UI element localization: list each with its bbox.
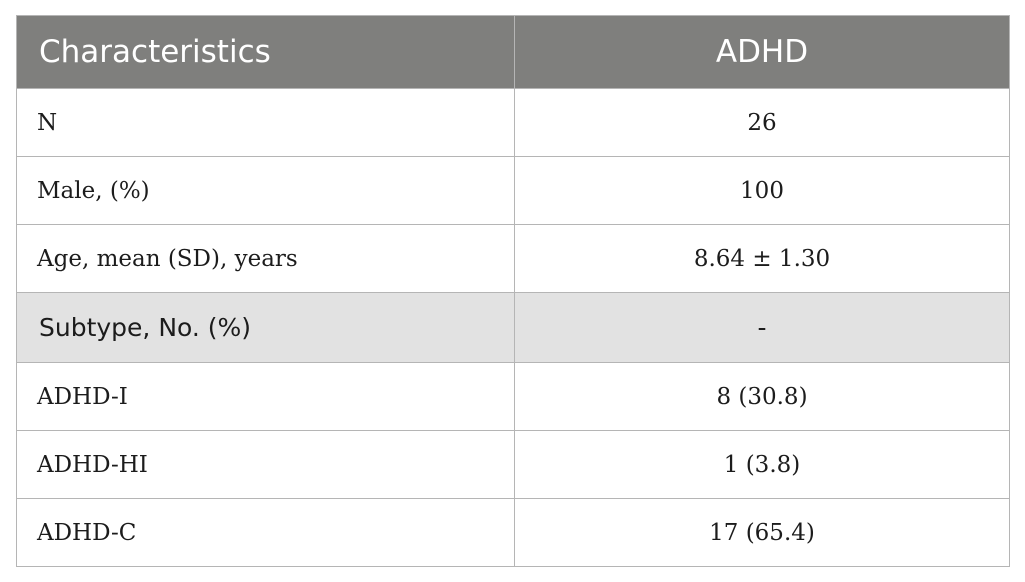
table-row: ADHD-HI 1 (3.8) bbox=[16, 430, 1010, 499]
row-label: ADHD-HI bbox=[16, 430, 515, 499]
section-value: - bbox=[514, 292, 1010, 363]
row-value: 100 bbox=[514, 156, 1010, 225]
column-header-characteristics: Characteristics bbox=[16, 15, 515, 89]
column-header-adhd: ADHD bbox=[514, 15, 1010, 89]
characteristics-table-container: Characteristics ADHD N 26 Male, (%) 100 … bbox=[16, 15, 1010, 567]
section-label: Subtype, No. (%) bbox=[16, 292, 515, 363]
table-row: ADHD-C 17 (65.4) bbox=[16, 498, 1010, 567]
row-label: ADHD-C bbox=[16, 498, 515, 567]
row-value: 1 (3.8) bbox=[514, 430, 1010, 499]
row-label: ADHD-I bbox=[16, 362, 515, 431]
row-value: 8.64 ± 1.30 bbox=[514, 224, 1010, 293]
row-label: Age, mean (SD), years bbox=[16, 224, 515, 293]
table-header-row: Characteristics ADHD bbox=[16, 15, 1010, 89]
row-label: N bbox=[16, 88, 515, 157]
row-value: 26 bbox=[514, 88, 1010, 157]
table-row: N 26 bbox=[16, 88, 1010, 157]
table-section-row: Subtype, No. (%) - bbox=[16, 292, 1010, 363]
table-row: Age, mean (SD), years 8.64 ± 1.30 bbox=[16, 224, 1010, 293]
row-label: Male, (%) bbox=[16, 156, 515, 225]
row-value: 17 (65.4) bbox=[514, 498, 1010, 567]
table-row: Male, (%) 100 bbox=[16, 156, 1010, 225]
row-value: 8 (30.8) bbox=[514, 362, 1010, 431]
characteristics-table: Characteristics ADHD N 26 Male, (%) 100 … bbox=[16, 15, 1010, 567]
table-row: ADHD-I 8 (30.8) bbox=[16, 362, 1010, 431]
